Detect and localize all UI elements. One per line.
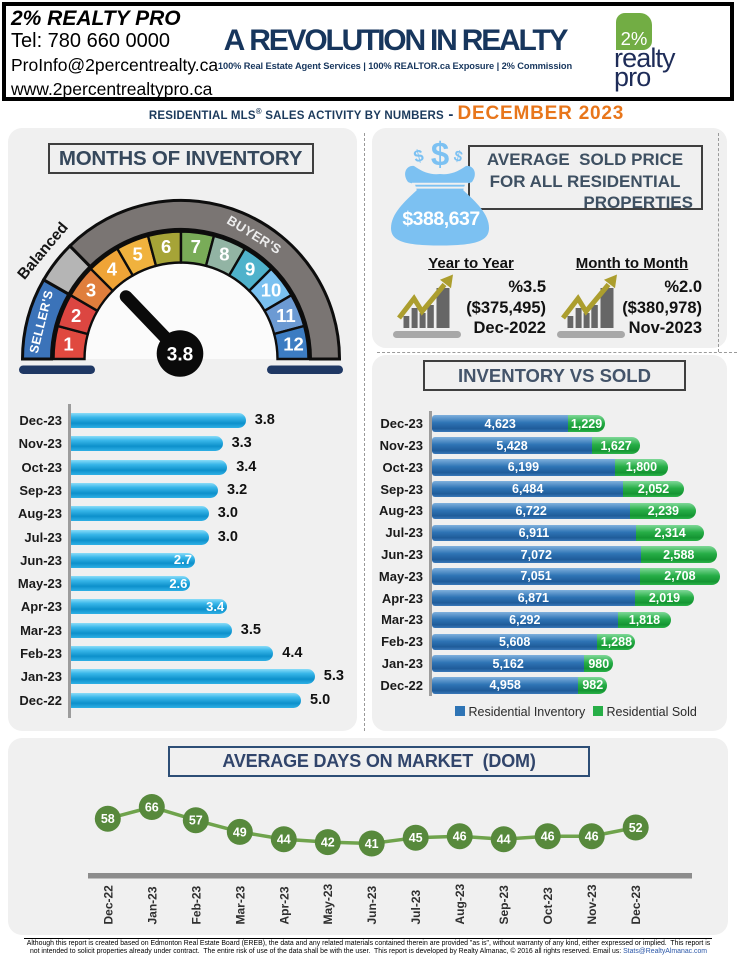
svg-text:Dec-22: Dec-22: [101, 885, 115, 925]
svg-text:41: 41: [365, 837, 379, 851]
svg-text:44: 44: [497, 833, 511, 847]
svg-text:Apr-23: Apr-23: [277, 886, 291, 924]
svg-text:3.8: 3.8: [167, 345, 193, 366]
svg-text:11: 11: [276, 305, 296, 326]
svg-text:58: 58: [101, 812, 115, 826]
svg-text:Aug-23: Aug-23: [453, 884, 467, 925]
svg-text:9: 9: [245, 259, 255, 280]
svg-text:Oct-23: Oct-23: [541, 887, 555, 925]
svg-text:$: $: [412, 146, 426, 167]
svg-text:6: 6: [161, 236, 171, 257]
svg-text:57: 57: [189, 814, 203, 828]
svg-text:Sep-23: Sep-23: [497, 885, 511, 925]
svg-text:$: $: [431, 136, 449, 173]
svg-text:Nov-23: Nov-23: [585, 884, 599, 924]
svg-text:$: $: [452, 147, 465, 166]
svg-text:$388,637: $388,637: [402, 208, 479, 230]
svg-text:Jul-23: Jul-23: [409, 889, 423, 924]
svg-text:42: 42: [321, 836, 335, 850]
svg-text:May-23: May-23: [321, 883, 335, 924]
svg-text:3: 3: [86, 279, 96, 300]
svg-text:49: 49: [233, 825, 247, 839]
svg-text:44: 44: [277, 833, 291, 847]
svg-text:46: 46: [453, 830, 467, 844]
svg-text:Feb-23: Feb-23: [189, 885, 203, 924]
svg-text:Jan-23: Jan-23: [145, 886, 159, 924]
svg-text:5: 5: [132, 244, 142, 265]
svg-text:4: 4: [107, 259, 118, 280]
svg-text:12: 12: [283, 334, 304, 355]
svg-text:52: 52: [629, 821, 643, 835]
svg-text:66: 66: [145, 801, 159, 815]
svg-text:8: 8: [219, 244, 229, 265]
svg-text:Dec-23: Dec-23: [629, 885, 643, 925]
svg-text:Mar-23: Mar-23: [233, 885, 247, 924]
svg-text:45: 45: [409, 831, 423, 845]
svg-text:10: 10: [261, 279, 282, 300]
svg-text:1: 1: [63, 334, 73, 355]
svg-text:7: 7: [191, 236, 201, 257]
svg-text:46: 46: [585, 830, 599, 844]
svg-text:Jun-23: Jun-23: [365, 885, 379, 924]
svg-text:2: 2: [71, 305, 81, 326]
svg-text:46: 46: [541, 830, 555, 844]
